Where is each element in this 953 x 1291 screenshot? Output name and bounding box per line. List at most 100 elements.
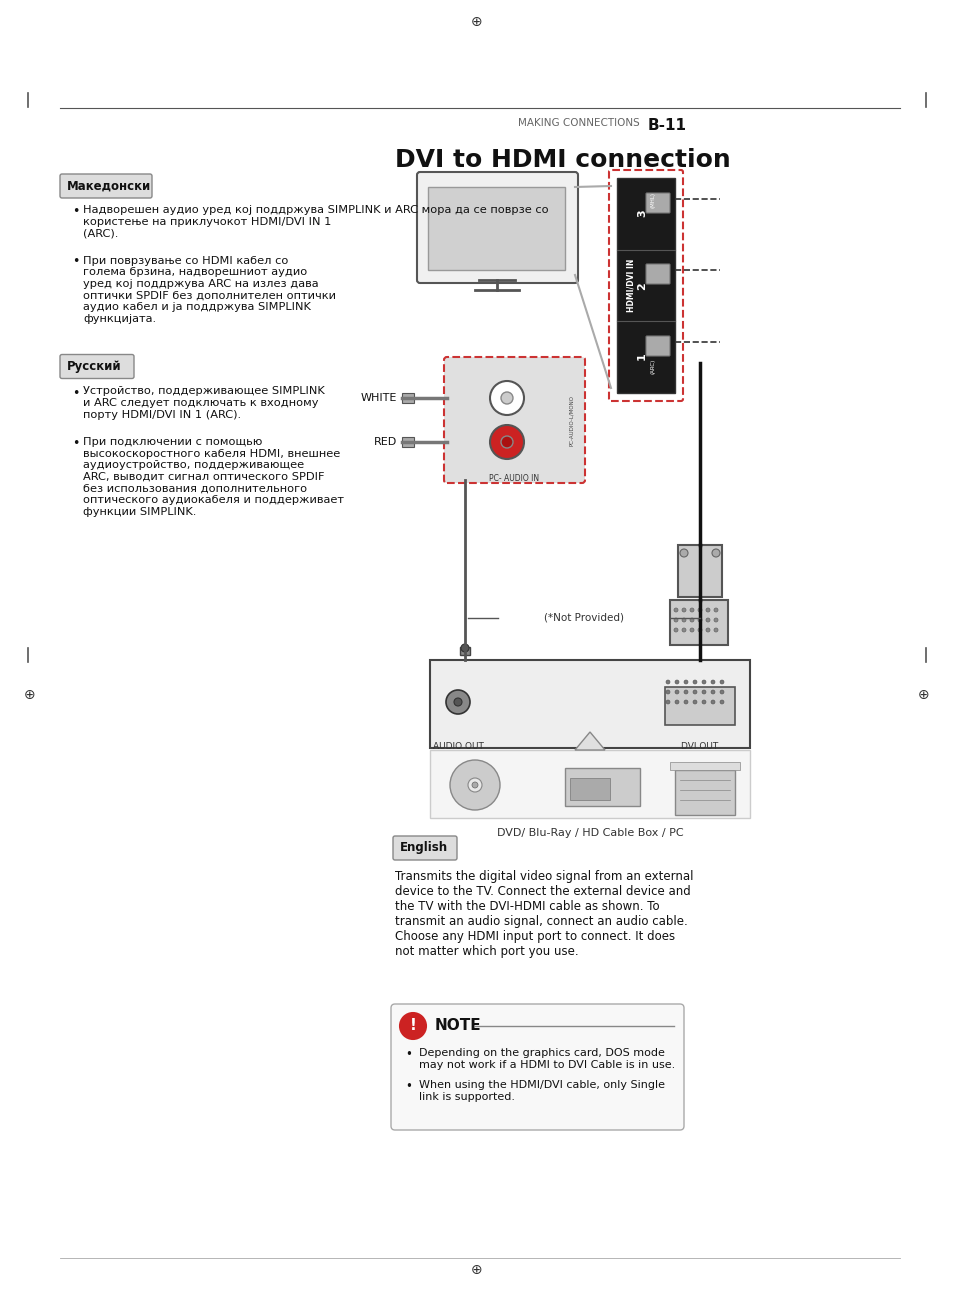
Circle shape	[500, 436, 513, 448]
Text: Transmits the digital video signal from an external
device to the TV. Connect th: Transmits the digital video signal from …	[395, 870, 693, 958]
Circle shape	[468, 778, 481, 791]
Text: •: •	[405, 1048, 412, 1061]
Bar	[459, 647, 470, 655]
Text: WHITE: WHITE	[360, 392, 396, 403]
Bar	[678, 545, 721, 596]
Circle shape	[701, 689, 705, 695]
Circle shape	[683, 689, 687, 695]
Circle shape	[679, 549, 687, 556]
Bar	[401, 436, 414, 447]
Text: 1: 1	[637, 352, 646, 360]
Circle shape	[710, 680, 714, 684]
Circle shape	[692, 680, 697, 684]
Circle shape	[683, 700, 687, 704]
Text: DVD/ Blu-Ray / HD Cable Box / PC: DVD/ Blu-Ray / HD Cable Box / PC	[497, 828, 682, 838]
FancyBboxPatch shape	[645, 263, 669, 284]
FancyBboxPatch shape	[645, 192, 669, 213]
Circle shape	[665, 700, 669, 704]
Text: ⊕: ⊕	[24, 688, 36, 702]
Text: ⊕: ⊕	[471, 15, 482, 28]
Polygon shape	[575, 732, 604, 750]
Text: •: •	[71, 386, 79, 399]
Text: При поврзување со HDMI кабел со
голема брзина, надворешниот аудио
уред кој поддр: При поврзување со HDMI кабел со голема б…	[83, 256, 335, 324]
Circle shape	[713, 618, 718, 622]
FancyBboxPatch shape	[393, 837, 456, 860]
Text: ⊕: ⊕	[471, 1263, 482, 1277]
Circle shape	[692, 700, 697, 704]
Bar	[564, 768, 639, 806]
Circle shape	[689, 608, 693, 612]
Bar	[669, 762, 740, 769]
Text: DVI to HDMI connection: DVI to HDMI connection	[395, 148, 730, 172]
FancyBboxPatch shape	[645, 336, 669, 356]
Text: AUDIO OUT: AUDIO OUT	[432, 742, 483, 751]
Circle shape	[705, 608, 709, 612]
Text: При подключении с помощью
высокоскоростного кабеля HDMI, внешнее
аудиоустройство: При подключении с помощью высокоскоростн…	[83, 436, 344, 516]
Circle shape	[713, 627, 718, 633]
Circle shape	[689, 618, 693, 622]
Text: Надворешен аудио уред кој поддржува SIMPLINK и ARC мора да се поврзе со
користењ: Надворешен аудио уред кој поддржува SIMP…	[83, 205, 548, 239]
Bar	[401, 392, 414, 403]
Text: ⊕: ⊕	[917, 688, 929, 702]
Text: (*Not Provided): (*Not Provided)	[543, 613, 623, 624]
Text: Русский: Русский	[67, 360, 121, 373]
Circle shape	[450, 760, 499, 809]
Text: RED: RED	[374, 436, 396, 447]
Text: MAKING CONNECTIONS: MAKING CONNECTIONS	[517, 117, 639, 128]
Text: PC- AUDIO IN: PC- AUDIO IN	[489, 474, 538, 483]
Circle shape	[705, 618, 709, 622]
Text: !: !	[409, 1019, 416, 1034]
Circle shape	[720, 700, 723, 704]
Circle shape	[701, 700, 705, 704]
Bar	[430, 660, 749, 747]
Circle shape	[681, 618, 685, 622]
Text: (ARC): (ARC)	[650, 359, 655, 373]
FancyBboxPatch shape	[60, 355, 133, 378]
Circle shape	[675, 680, 679, 684]
Circle shape	[454, 698, 461, 706]
FancyBboxPatch shape	[416, 172, 578, 283]
Circle shape	[472, 782, 477, 788]
Bar	[664, 687, 734, 726]
Circle shape	[665, 689, 669, 695]
Circle shape	[446, 689, 470, 714]
Circle shape	[460, 644, 469, 652]
Text: •: •	[71, 256, 79, 269]
Text: B-11: B-11	[647, 117, 686, 133]
Circle shape	[681, 627, 685, 633]
Circle shape	[683, 680, 687, 684]
Bar	[617, 178, 675, 392]
Text: •: •	[71, 436, 79, 451]
Text: •: •	[405, 1081, 412, 1093]
Bar	[669, 600, 727, 646]
Circle shape	[673, 627, 678, 633]
Text: 2: 2	[637, 283, 646, 290]
Circle shape	[710, 700, 714, 704]
Circle shape	[692, 689, 697, 695]
Circle shape	[490, 425, 523, 460]
Bar	[430, 750, 749, 818]
Text: Depending on the graphics card, DOS mode
may not work if a HDMI to DVI Cable is : Depending on the graphics card, DOS mode…	[418, 1048, 675, 1070]
Circle shape	[705, 627, 709, 633]
FancyBboxPatch shape	[391, 1004, 683, 1130]
Circle shape	[698, 627, 701, 633]
Circle shape	[500, 392, 513, 404]
Circle shape	[698, 608, 701, 612]
Circle shape	[713, 608, 718, 612]
FancyBboxPatch shape	[443, 358, 584, 483]
Circle shape	[673, 608, 678, 612]
Circle shape	[675, 689, 679, 695]
Bar	[428, 187, 564, 270]
Circle shape	[490, 381, 523, 414]
Circle shape	[689, 627, 693, 633]
FancyBboxPatch shape	[60, 174, 152, 198]
Text: (MHL): (MHL)	[650, 192, 655, 208]
Text: PC-AUDIO-L/MONO: PC-AUDIO-L/MONO	[569, 395, 574, 445]
Text: HDMI/DVI IN: HDMI/DVI IN	[626, 258, 635, 311]
Circle shape	[673, 618, 678, 622]
Circle shape	[710, 689, 714, 695]
Bar	[569, 778, 609, 800]
Text: NOTE: NOTE	[435, 1019, 481, 1034]
Circle shape	[701, 680, 705, 684]
Text: 3: 3	[637, 209, 646, 217]
